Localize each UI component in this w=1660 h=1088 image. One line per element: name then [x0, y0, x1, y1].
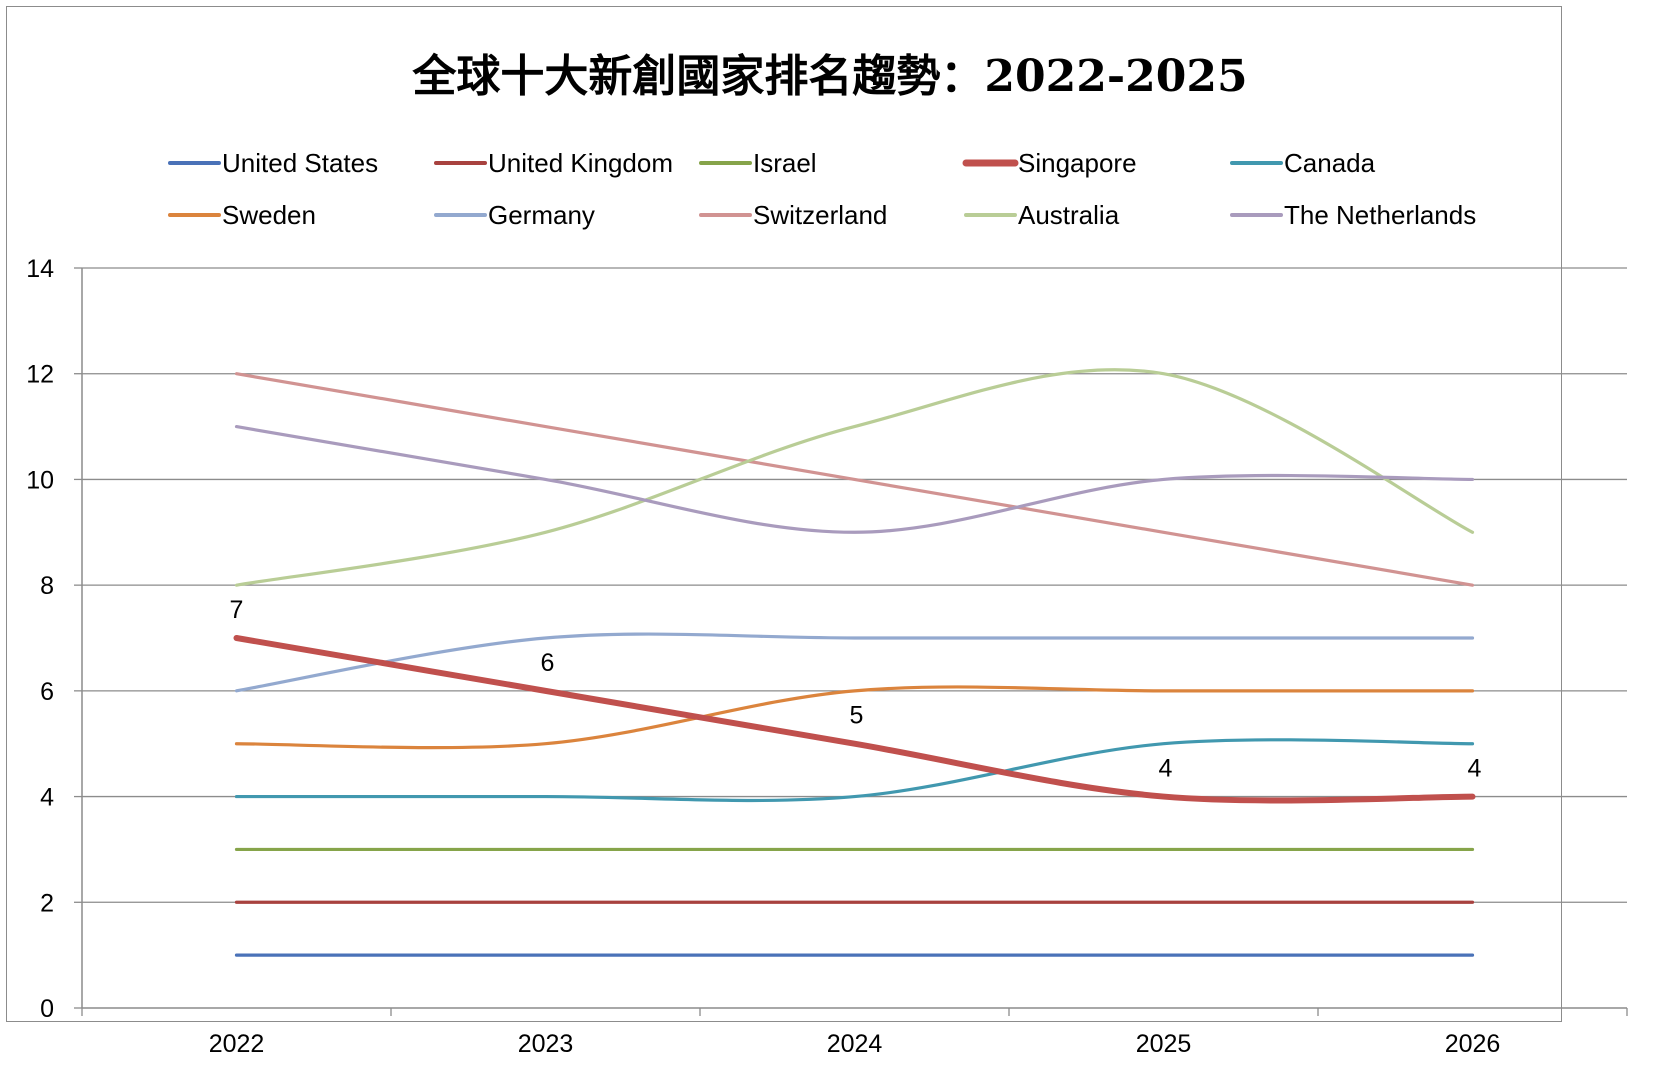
series-line-canada — [234, 738, 1475, 803]
series-line-singapore — [233, 635, 1476, 804]
y-tick-label: 8 — [40, 572, 54, 600]
y-tick-label: 10 — [26, 466, 54, 494]
legend-label: United Kingdom — [488, 148, 673, 178]
legend-label: United States — [222, 148, 378, 178]
y-tick-label: 2 — [40, 889, 54, 917]
y-tick-label: 6 — [40, 678, 54, 706]
series-line-sweden — [234, 685, 1475, 750]
legend-label: Germany — [488, 200, 595, 230]
data-label: 5 — [850, 702, 864, 730]
legend-label: Australia — [1018, 200, 1120, 230]
x-tick-label: 2024 — [827, 1030, 883, 1058]
legend-label: The Netherlands — [1284, 200, 1476, 230]
series-line-the-netherlands — [234, 424, 1475, 534]
x-tick-label: 2025 — [1136, 1030, 1192, 1058]
data-label: 4 — [1468, 755, 1482, 783]
series-line-australia — [234, 368, 1475, 587]
y-tick-label: 14 — [26, 255, 54, 283]
chart-frame — [6, 6, 1562, 1022]
y-tick-label: 0 — [40, 995, 54, 1023]
y-tick-label: 4 — [40, 784, 54, 812]
legend-label: Switzerland — [753, 200, 887, 230]
data-label: 4 — [1159, 755, 1173, 783]
data-label: 6 — [541, 649, 555, 677]
x-tick-label: 2026 — [1445, 1030, 1501, 1058]
legend-label: Canada — [1284, 148, 1376, 178]
data-label: 7 — [230, 596, 244, 624]
series-line-germany — [234, 632, 1475, 693]
x-tick-label: 2022 — [209, 1030, 265, 1058]
x-tick-label: 2023 — [518, 1030, 574, 1058]
legend-label: Sweden — [222, 200, 316, 230]
chart-title: 全球十大新創國家排名趨勢：2022-2025 — [412, 51, 1248, 102]
series-line-switzerland — [234, 372, 1475, 587]
legend-label: Singapore — [1018, 148, 1137, 178]
legend-label: Israel — [753, 148, 817, 178]
y-tick-label: 12 — [26, 361, 54, 389]
